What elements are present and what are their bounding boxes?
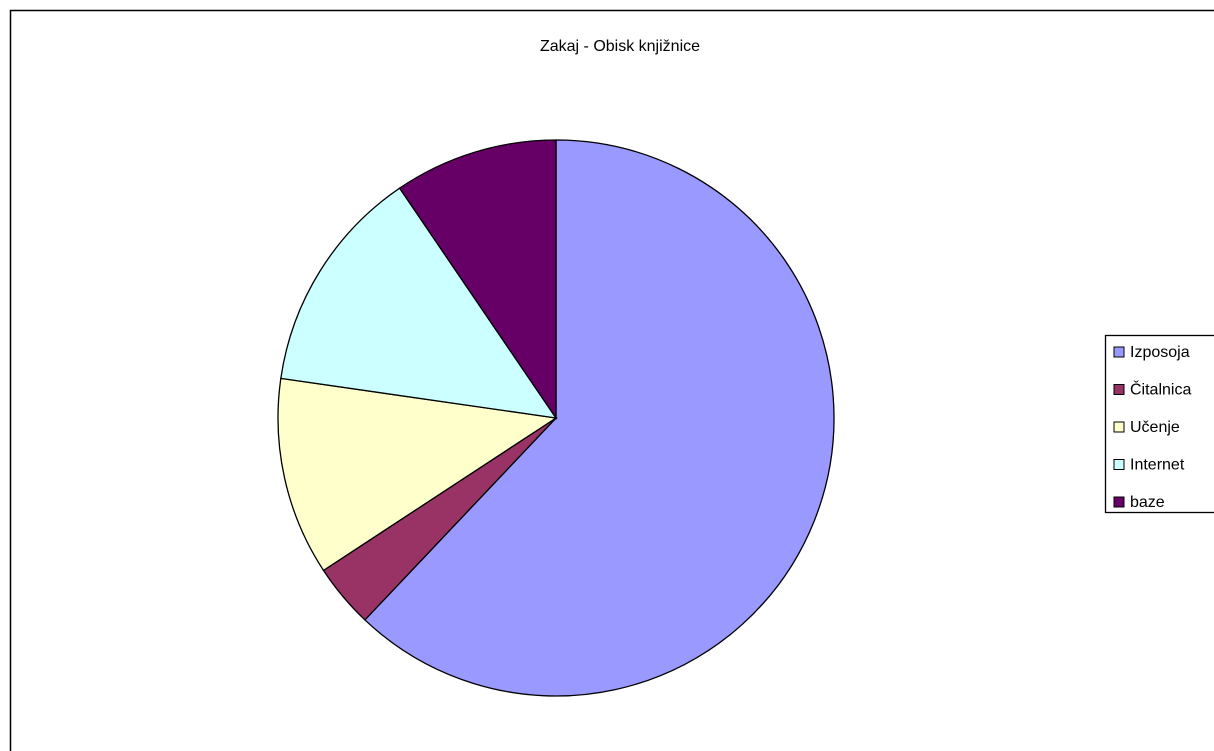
legend-swatch (1113, 384, 1125, 395)
legend-swatch (1113, 496, 1125, 508)
pie-slice (398, 139, 557, 421)
legend-label: Internet (1130, 457, 1185, 474)
chart-title: Zakaj - Obisk knjižnice (540, 38, 700, 55)
legend-label: Čitalnica (1130, 380, 1191, 399)
pie-slice (363, 139, 835, 697)
legend-swatch (1113, 421, 1125, 433)
legend-swatch (1113, 346, 1125, 358)
pie-slice (277, 377, 558, 572)
legend-label: Učenje (1130, 419, 1180, 436)
pie-slice (280, 187, 558, 419)
legend-swatch (1113, 459, 1125, 470)
legend-label: Izposoja (1130, 344, 1190, 361)
legend-label: baze (1130, 494, 1165, 511)
